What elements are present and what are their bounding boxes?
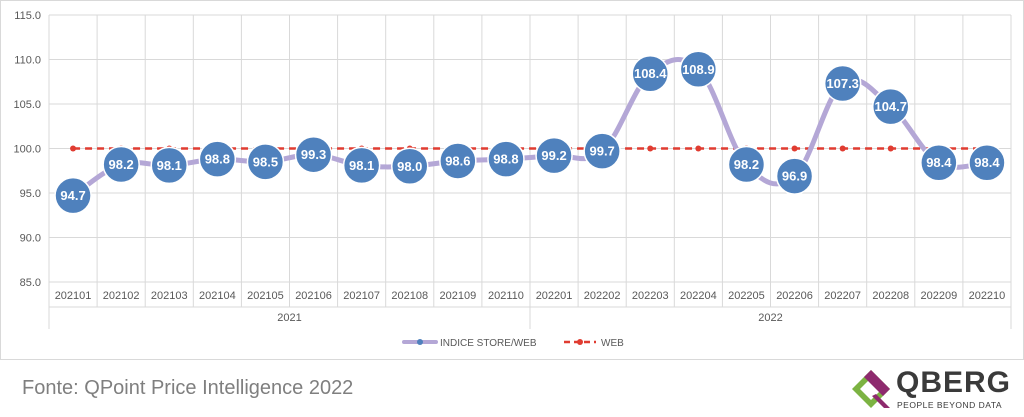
- x-tick-label: 202208: [872, 290, 909, 302]
- y-tick-label: 90.0: [20, 233, 41, 245]
- indice-point: [54, 176, 92, 215]
- data-label: 108.4: [634, 66, 667, 81]
- x-tick-label: 202207: [824, 290, 861, 302]
- data-label: 98.5: [253, 154, 278, 169]
- data-label: 98.4: [974, 155, 1000, 170]
- x-tick-label: 202202: [584, 290, 621, 302]
- data-label: 99.2: [541, 148, 566, 163]
- x-tick-label: 202102: [103, 290, 140, 302]
- x-tick-label: 202203: [632, 290, 669, 302]
- indice-point: [583, 132, 621, 170]
- indice-point: [920, 143, 958, 182]
- indice-point: [968, 143, 1006, 182]
- indice-point: [727, 145, 766, 184]
- indice-point: [679, 50, 718, 89]
- line-chart: 85.0 90.0 95.0 100.0 105.0 110.0 115.0 202101 20…: [13, 10, 1012, 349]
- data-label: 104.7: [874, 99, 907, 114]
- legend-label-indice: INDICE STORE/WEB: [440, 338, 537, 349]
- indice-point: [102, 145, 140, 184]
- web-point: [695, 145, 702, 152]
- web-point: [887, 145, 894, 152]
- data-label: 107.3: [826, 76, 859, 91]
- logo-text: QBERG: [896, 366, 1012, 399]
- x-tick-label: 202210: [969, 290, 1006, 302]
- indice-point: [487, 140, 525, 178]
- legend-marker-indice: [417, 339, 423, 345]
- x-tick-label: 202106: [295, 290, 332, 302]
- data-label: 98.2: [734, 157, 759, 172]
- logo-tagline: PEOPLE BEYOND DATA: [897, 400, 1003, 410]
- indice-point: [198, 140, 237, 178]
- web-point: [647, 145, 654, 152]
- data-label: 96.9: [782, 169, 807, 184]
- web-point: [791, 145, 798, 152]
- x-group-label: 2022: [758, 312, 782, 324]
- data-label: 99.3: [301, 147, 326, 162]
- x-tick-label: 202103: [151, 290, 188, 302]
- legend-label-web: WEB: [601, 338, 624, 349]
- indice-point: [535, 136, 573, 175]
- indice-point: [823, 64, 862, 103]
- indice-point: [391, 147, 429, 186]
- data-label: 98.6: [445, 153, 470, 168]
- x-tick-label: 202201: [536, 290, 573, 302]
- logo-mark-icon: [852, 370, 890, 408]
- data-label: 94.7: [60, 188, 85, 203]
- y-tick-label: 100.0: [13, 144, 41, 156]
- web-point: [70, 145, 77, 152]
- indice-point: [439, 142, 477, 180]
- x-tick-label: 202204: [680, 290, 717, 302]
- x-tick-label: 202105: [247, 290, 284, 302]
- indice-point: [150, 146, 188, 185]
- x-tick-label: 202101: [55, 290, 92, 302]
- x-tick-label: 202104: [199, 290, 236, 302]
- y-tick-label: 85.0: [20, 277, 41, 289]
- data-label: 98.0: [397, 159, 422, 174]
- x-group-label: 2021: [277, 312, 301, 324]
- indice-point: [342, 146, 381, 185]
- source-caption: Fonte: QPoint Price Intelligence 2022: [22, 377, 354, 399]
- indice-point: [775, 157, 814, 195]
- data-label: 99.7: [589, 144, 614, 159]
- y-tick-label: 115.0: [14, 10, 41, 22]
- y-tick-label: 110.0: [14, 55, 41, 67]
- y-tick-label: 105.0: [13, 99, 41, 111]
- indice-point: [872, 87, 910, 126]
- x-tick-label: 202110: [488, 290, 524, 302]
- data-label: 98.4: [926, 155, 952, 170]
- legend-marker-web: [577, 339, 583, 345]
- qberg-logo: QBERG PEOPLE BEYOND DATA: [850, 364, 1010, 414]
- x-tick-label: 202109: [439, 290, 476, 302]
- x-tick-label: 202209: [920, 290, 957, 302]
- x-tick-label: 202107: [343, 290, 380, 302]
- x-tick-label: 202108: [391, 290, 428, 302]
- indice-point: [294, 135, 333, 174]
- indice-point: [246, 143, 285, 181]
- chart-frame: 85.0 90.0 95.0 100.0 105.0 110.0 115.0 202101 20…: [0, 0, 1024, 360]
- data-label: 108.9: [682, 62, 715, 77]
- web-point: [839, 145, 846, 152]
- data-label: 98.8: [205, 152, 230, 167]
- y-tick-label: 95.0: [20, 188, 41, 200]
- data-label: 98.1: [157, 158, 182, 173]
- data-label: 98.1: [349, 158, 374, 173]
- data-label: 98.2: [108, 157, 133, 172]
- data-label: 98.8: [493, 152, 518, 167]
- x-tick-label: 202206: [776, 290, 813, 302]
- indice-point: [631, 54, 669, 93]
- x-tick-label: 202205: [728, 290, 765, 302]
